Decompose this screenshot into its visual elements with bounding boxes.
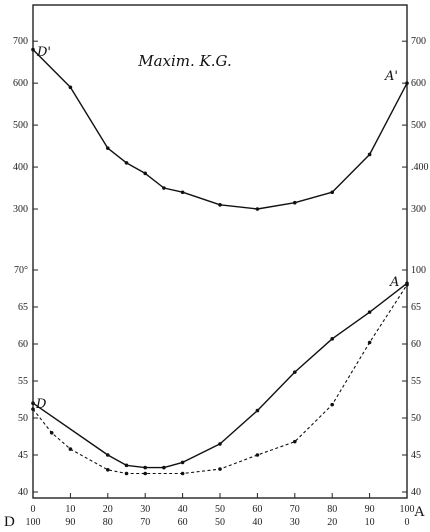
x-tick-label-top-row: 50 xyxy=(215,504,225,515)
x-tick-label-top-row: 80 xyxy=(327,504,337,515)
bottom-solid-curve-point xyxy=(31,401,35,406)
y-tick-label-left: 50 xyxy=(18,413,28,424)
bottom-dotted-curve-point xyxy=(405,283,409,287)
top-curve-point xyxy=(218,203,222,207)
bottom-solid-curve-point xyxy=(124,463,129,468)
x-tick-label-bottom-row: 90 xyxy=(65,517,75,528)
x-tick-label-bottom-row: 80 xyxy=(103,517,113,528)
y-tick-label-right: .400 xyxy=(411,162,429,173)
top-curve-end-label: A' xyxy=(384,69,398,84)
x-axis-right-corner-label: A xyxy=(414,504,425,520)
x-tick-label-bottom-row: 0 xyxy=(405,517,410,528)
y-tick-label-left: 45 xyxy=(18,450,28,461)
bottom-curve-end-label: A xyxy=(389,275,399,290)
y-tick-label-right: 65 xyxy=(411,302,421,313)
x-tick-label-bottom-row: 10 xyxy=(365,517,375,528)
top-curve-point xyxy=(180,190,185,195)
top-curve-point xyxy=(162,186,166,190)
top-curve-point xyxy=(68,85,73,90)
bottom-dotted-curve-point xyxy=(143,471,147,476)
bottom-dotted-curve-point xyxy=(31,407,35,411)
chart-title: Maxim. K.G. xyxy=(137,52,232,70)
bottom-dotted-curve-point xyxy=(106,468,110,472)
y-tick-label-right: 600 xyxy=(411,78,426,89)
y-tick-label-left: 70° xyxy=(14,265,28,276)
y-tick-label-left: 600 xyxy=(13,78,28,89)
bottom-dotted-curve-point xyxy=(180,471,185,476)
y-tick-label-left: 300 xyxy=(13,204,28,215)
y-tick-label-left: 65 xyxy=(18,302,28,313)
top-curve-point xyxy=(293,200,297,205)
x-tick-label-top-row: 100 xyxy=(400,504,415,515)
bottom-dotted-curve-point xyxy=(68,447,73,451)
bottom-curve-start-label: D xyxy=(35,397,47,412)
x-tick-label-top-row: 0 xyxy=(31,504,36,515)
top-curve-point xyxy=(330,190,335,195)
bottom-dotted-curve-point xyxy=(330,402,335,407)
y-tick-label-left: 500 xyxy=(13,120,28,131)
x-tick-label-bottom-row: 40 xyxy=(252,517,262,528)
top-curve-point xyxy=(255,207,260,211)
x-tick-label-bottom-row: 70 xyxy=(140,517,150,528)
y-tick-label-left: 40 xyxy=(18,487,28,498)
bottom-solid-curve-point xyxy=(106,453,110,457)
x-tick-label-top-row: 90 xyxy=(365,504,375,515)
x-axis-left-corner-label: D xyxy=(4,514,15,530)
bottom-dotted-curve-point xyxy=(255,453,260,457)
y-tick-label-left: 60 xyxy=(18,339,28,350)
bottom-dotted-curve-point xyxy=(49,431,54,435)
x-tick-label-bottom-row: 30 xyxy=(290,517,300,528)
top-curve-point xyxy=(106,146,110,150)
top-curve-point xyxy=(405,81,409,85)
x-tick-label-top-row: 70 xyxy=(290,504,300,515)
y-tick-label-right: 45 xyxy=(411,450,421,461)
bottom-solid-curve-point xyxy=(162,465,166,470)
bottom-solid-curve-point xyxy=(218,442,222,446)
y-tick-label-left: 400 xyxy=(13,162,28,173)
top-curve-start-label: D' xyxy=(36,45,51,60)
bottom-solid-curve-point xyxy=(330,337,335,341)
top-curve-point xyxy=(143,171,147,176)
y-tick-label-right: 55 xyxy=(411,376,421,387)
bottom-solid-curve-point xyxy=(293,370,297,374)
bottom-solid-curve-point xyxy=(255,408,260,413)
bottom-dotted-curve-point xyxy=(367,340,372,345)
bottom-dotted-curve-point xyxy=(218,467,222,471)
y-tick-label-right: 300 xyxy=(411,204,426,215)
plot-frame xyxy=(32,4,408,499)
bottom-dotted-curve-point xyxy=(293,439,297,444)
y-tick-label-right: 40 xyxy=(411,487,421,498)
top-curve-point xyxy=(124,161,129,165)
series xyxy=(31,47,409,476)
y-tick-label-right: 700 xyxy=(411,36,426,47)
top-curve-point xyxy=(31,47,35,52)
y-tick-label-right: 100 xyxy=(411,265,426,276)
x-tick-label-top-row: 10 xyxy=(65,504,75,515)
x-tick-label-bottom-row: 50 xyxy=(215,517,225,528)
top-curve-point xyxy=(367,152,372,157)
bottom-solid-curve-point xyxy=(180,460,185,465)
y-tick-label-left: 55 xyxy=(18,376,28,387)
bottom-solid-curve-line xyxy=(32,282,408,469)
bottom-solid-curve-point xyxy=(143,465,147,470)
x-tick-label-top-row: 60 xyxy=(252,504,262,515)
y-tick-label-left: 700 xyxy=(13,36,28,47)
x-tick-label-top-row: 40 xyxy=(178,504,188,515)
y-tick-label-right: 500 xyxy=(411,120,426,131)
x-tick-label-bottom-row: 60 xyxy=(178,517,188,528)
bottom-dotted-curve-point xyxy=(124,471,129,476)
x-tick-label-bottom-row: 100 xyxy=(26,517,41,528)
x-tick-label-top-row: 30 xyxy=(140,504,150,515)
top-curve-line xyxy=(32,49,408,210)
bottom-solid-curve-point xyxy=(367,310,372,314)
x-tick-label-bottom-row: 20 xyxy=(327,517,337,528)
x-tick-label-top-row: 20 xyxy=(103,504,113,515)
y-tick-label-right: 60 xyxy=(411,339,421,350)
y-tick-label-right: 50 xyxy=(411,413,421,424)
